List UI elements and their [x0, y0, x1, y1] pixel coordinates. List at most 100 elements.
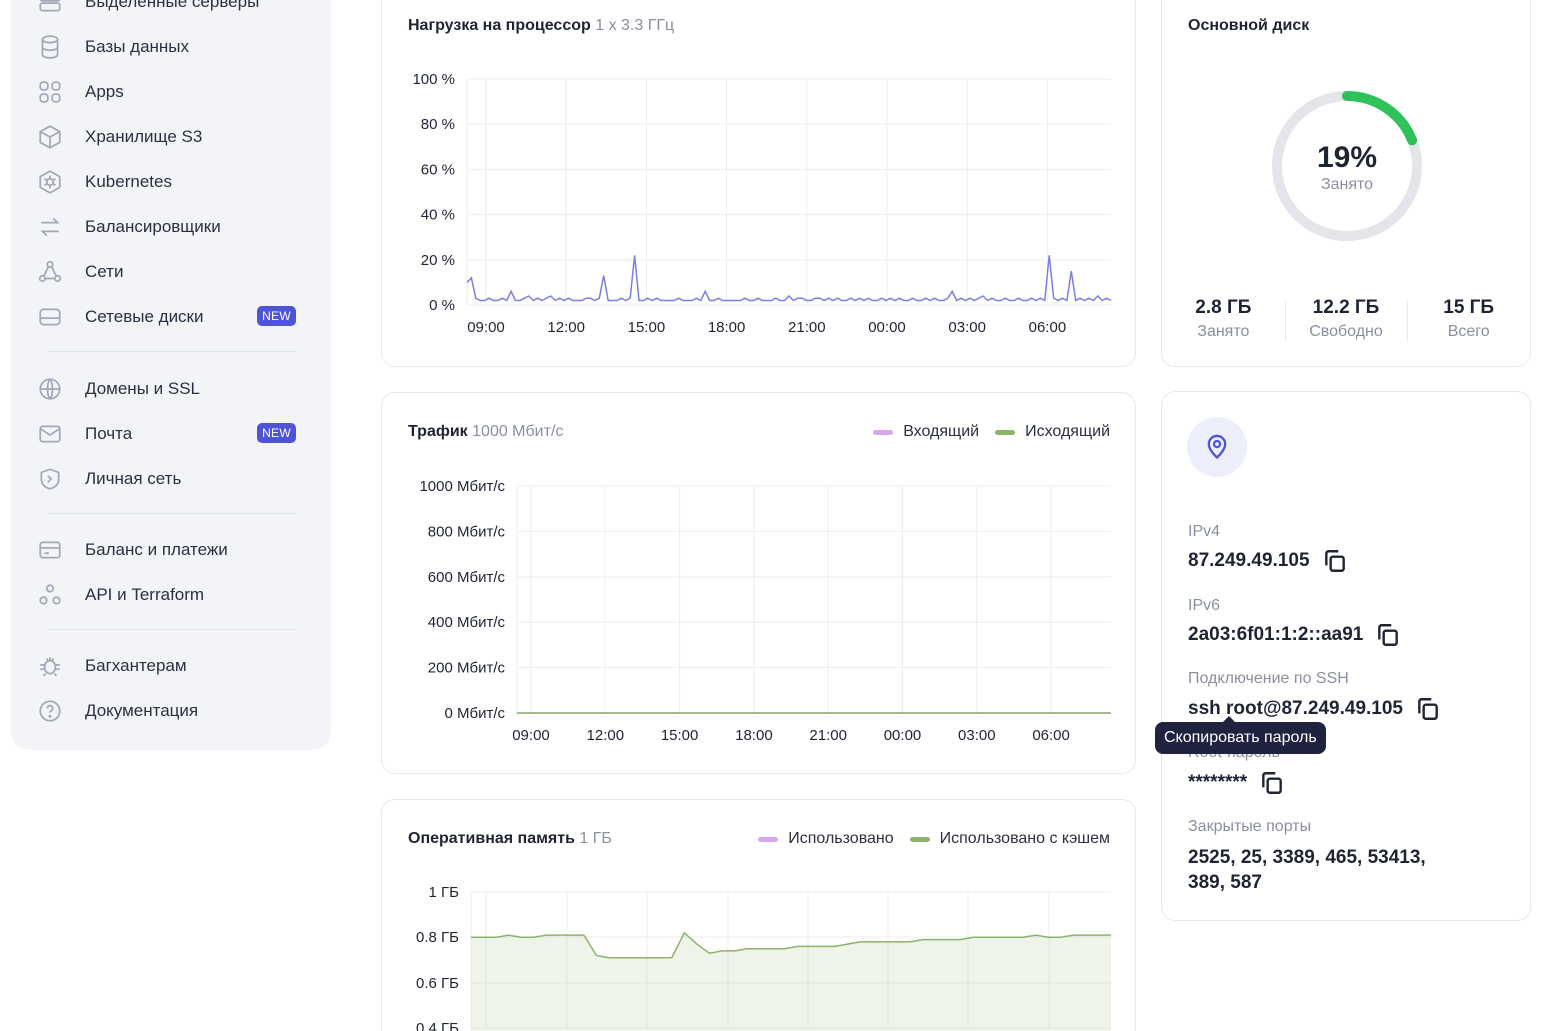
traffic-chart-card: Трафик 1000 Мбит/с Входящий Исходящий 10… — [381, 392, 1136, 774]
x-tick-label: 18:00 — [735, 727, 773, 744]
help-icon — [36, 697, 64, 725]
series-line-0 — [466, 255, 1112, 302]
ipv6-row: 2a03:6f01:1:2::aa91 — [1188, 622, 1401, 648]
sidebar-divider — [48, 351, 296, 352]
sidebar-item-9[interactable]: Почта NEW — [36, 414, 296, 454]
root-password-value: ******** — [1188, 772, 1248, 793]
sidebar-item-label: Баланс и платежи — [85, 540, 228, 559]
cpu-chart-title: Нагрузка на процессор 1 x 3.3 ГГц — [408, 17, 674, 35]
x-tick-label: 00:00 — [884, 727, 922, 744]
cpu-chart-card: Нагрузка на процессор 1 x 3.3 ГГц 100 % 8… — [381, 0, 1136, 367]
y-tick-label: 0.8 ГБ — [416, 929, 459, 946]
y-tick-label: 600 Мбит/с — [428, 569, 506, 586]
copy-ssh-icon[interactable] — [1415, 696, 1441, 722]
legend-incoming-swatch — [873, 429, 894, 435]
x-tick-label: 18:00 — [708, 319, 746, 336]
sidebar-item-3[interactable]: Хранилище S3 — [36, 117, 296, 157]
copy-ipv4-icon[interactable] — [1322, 548, 1348, 574]
disk-percent: 19% — [1317, 141, 1377, 174]
sidebar — [11, 0, 331, 750]
disk-used-value: 2.8 ГБ — [1195, 297, 1252, 318]
x-tick-label: 06:00 — [1029, 319, 1067, 336]
series-line-0 — [471, 931, 1111, 959]
memory-legend: Использовано Использовано с кэшем — [758, 830, 1110, 848]
x-tick-label: 15:00 — [628, 319, 666, 336]
sidebar-item-12[interactable]: API и Terraform — [36, 575, 296, 615]
x-tick-label: 12:00 — [587, 727, 625, 744]
memory-title-text: Оперативная память — [408, 830, 575, 847]
x-tick-label: 09:00 — [467, 319, 505, 336]
legend-outgoing-label[interactable]: Исходящий — [1025, 423, 1110, 440]
sidebar-item-5[interactable]: Балансировщики — [36, 207, 296, 247]
globe-icon — [36, 375, 64, 403]
sidebar-item-14[interactable]: Документация — [36, 691, 296, 731]
traffic-chart-title: Трафик 1000 Мбит/с — [408, 423, 563, 441]
sidebar-item-6[interactable]: Сети — [36, 252, 296, 292]
sidebar-item-label: Выделенные серверы — [85, 0, 260, 11]
ssh-value: ssh root@87.249.49.105 — [1188, 698, 1403, 719]
x-tick-label: 00:00 — [868, 319, 906, 336]
x-tick-label: 12:00 — [547, 319, 585, 336]
y-tick-label: 40 % — [421, 207, 455, 224]
memory-chart-card: Оперативная память 1 ГБ Использовано Исп… — [381, 799, 1136, 1031]
sidebar-item-0[interactable]: Выделенные серверы — [36, 0, 296, 22]
y-tick-label: 20 % — [421, 252, 455, 269]
closed-ports-value-line2: 389, 587 — [1188, 872, 1262, 893]
y-tick-label: 0 % — [429, 297, 455, 314]
sidebar-item-label: Kubernetes — [85, 172, 172, 191]
sidebar-item-4[interactable]: Kubernetes — [36, 162, 296, 202]
traffic-subtitle-text: 1000 Мбит/с — [472, 423, 564, 440]
sidebar-item-13[interactable]: Багхантерам — [36, 646, 296, 686]
x-tick-label: 15:00 — [661, 727, 699, 744]
cpu-subtitle-text: 1 x 3.3 ГГц — [595, 17, 675, 34]
copy-password-tooltip: Скопировать пароль — [1155, 716, 1326, 754]
y-tick-label: 1 ГБ — [429, 884, 460, 901]
legend-incoming-label[interactable]: Входящий — [903, 423, 980, 440]
y-tick-label: 200 Мбит/с — [428, 660, 506, 677]
legend-used-label[interactable]: Использовано — [788, 830, 894, 847]
sidebar-item-11[interactable]: Баланс и платежи — [36, 530, 296, 570]
apps-grid-icon — [36, 78, 64, 106]
x-tick-label: 09:00 — [512, 727, 550, 744]
server-icon — [36, 0, 64, 16]
sidebar-item-2[interactable]: Apps — [36, 72, 296, 112]
y-tick-label: 800 Мбит/с — [428, 523, 506, 540]
new-badge: NEW — [257, 423, 296, 443]
disk-stats: 2.8 ГБ Занято 12.2 ГБ Свободно 15 ГБ Все… — [1162, 297, 1530, 341]
x-tick-label: 21:00 — [809, 727, 847, 744]
sidebar-item-8[interactable]: Домены и SSL — [36, 369, 296, 409]
cpu-chart: 100 % 80 % 60 % 40 % 20 % 0 % 09:00 12:00 15:00 1… — [412, 71, 1112, 336]
disk-percent-caption: Занято — [1321, 176, 1373, 193]
disk-total-label: Всего — [1447, 323, 1490, 340]
sidebar-item-1[interactable]: Базы данных — [36, 27, 296, 67]
legend-used-cache-label[interactable]: Использовано с кэшем — [939, 830, 1110, 847]
sidebar-item-7[interactable]: Сетевые диски NEW — [36, 297, 296, 337]
copy-ipv6-icon[interactable] — [1375, 622, 1401, 648]
sidebar-item-label: Хранилище S3 — [85, 127, 203, 146]
memory-subtitle-text: 1 ГБ — [579, 830, 612, 847]
network-icon — [36, 258, 64, 286]
legend-outgoing-swatch — [995, 429, 1016, 435]
y-tick-label: 60 % — [421, 161, 455, 178]
ipv6-label: IPv6 — [1188, 597, 1221, 614]
balancer-arrows-icon — [36, 213, 64, 241]
traffic-chart: 1000 Мбит/с 800 Мбит/с 600 Мбит/с 400 Мбит/… — [419, 478, 1111, 744]
disk-ring-progress — [1272, 91, 1422, 241]
copy-password-icon[interactable] — [1259, 770, 1285, 796]
cpu-title-text: Нагрузка на процессор — [408, 17, 591, 34]
disk-usage-ring: 19% Занято — [1272, 91, 1422, 241]
sidebar-item-label: Личная сеть — [85, 469, 182, 488]
y-tick-label: 0.6 ГБ — [416, 975, 459, 992]
disk-stat-total: 15 ГБ Всего — [1407, 297, 1530, 341]
x-tick-label: 03:00 — [958, 727, 996, 744]
sidebar-item-label: Сетевые диски — [85, 307, 204, 326]
sidebar-item-10[interactable]: Личная сеть — [36, 459, 296, 499]
area-fill-0 — [471, 932, 1111, 1031]
ssh-label: Подключение по SSH — [1188, 670, 1349, 687]
sidebar-item-label: Apps — [85, 82, 124, 101]
disk-free-value: 12.2 ГБ — [1312, 297, 1380, 318]
cube-icon — [36, 123, 64, 151]
y-tick-label: 400 Мбит/с — [428, 614, 506, 631]
sidebar-divider — [48, 513, 296, 514]
sidebar-item-label: Балансировщики — [85, 217, 221, 236]
